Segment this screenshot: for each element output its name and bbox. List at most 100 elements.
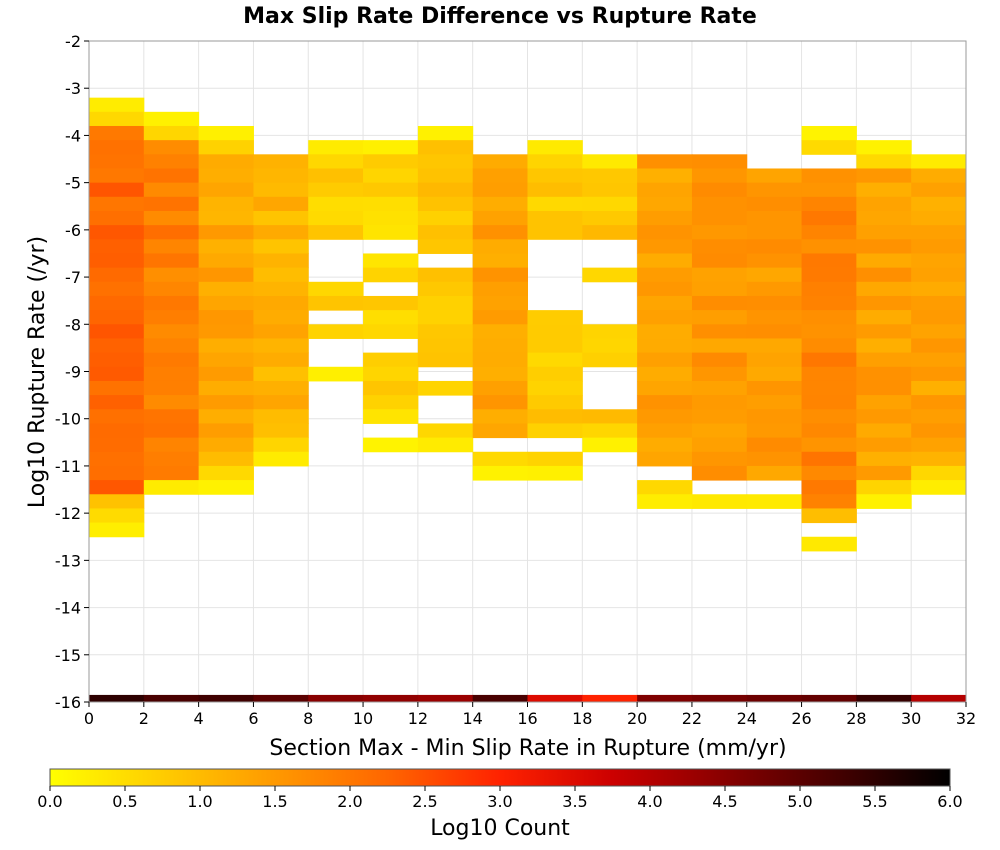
heatmap-cell bbox=[637, 196, 693, 212]
heatmap-cell bbox=[746, 267, 803, 283]
heatmap-cell bbox=[472, 253, 528, 269]
heatmap-cell bbox=[89, 295, 145, 311]
heatmap-cell bbox=[308, 225, 364, 240]
heatmap-cell bbox=[308, 210, 364, 226]
heatmap-cell bbox=[746, 494, 803, 509]
heatmap-cell bbox=[253, 295, 309, 311]
heatmap-cell-bottom bbox=[89, 694, 145, 702]
heatmap-cell bbox=[582, 352, 638, 368]
heatmap-cell bbox=[801, 295, 857, 311]
heatmap-cell bbox=[582, 409, 638, 424]
heatmap-cell bbox=[801, 196, 857, 212]
heatmap-cell bbox=[253, 154, 309, 169]
heatmap-cell bbox=[472, 154, 528, 169]
heatmap-cell bbox=[746, 225, 803, 240]
heatmap-cell-bottom bbox=[363, 694, 419, 702]
heatmap-cell bbox=[253, 239, 309, 254]
heatmap-cell bbox=[582, 338, 638, 354]
x-tick-label: 26 bbox=[791, 709, 811, 728]
heatmap-cell bbox=[472, 196, 528, 212]
heatmap-cell bbox=[253, 182, 309, 198]
heatmap-cell bbox=[363, 210, 419, 226]
heatmap-cell bbox=[911, 380, 967, 396]
heatmap-cell bbox=[911, 366, 967, 382]
heatmap-cell bbox=[691, 225, 748, 240]
heatmap-cell bbox=[472, 239, 528, 254]
heatmap-cell bbox=[527, 225, 583, 240]
heatmap-cell bbox=[582, 267, 638, 283]
y-tick-label: -12 bbox=[55, 504, 81, 523]
heatmap-cell bbox=[801, 423, 857, 439]
heatmap-cell bbox=[143, 281, 200, 297]
heatmap-cell bbox=[582, 154, 638, 169]
heatmap-cell bbox=[472, 182, 528, 198]
x-tick-label: 28 bbox=[846, 709, 866, 728]
heatmap-cell bbox=[198, 125, 254, 141]
heatmap-cell bbox=[143, 182, 200, 198]
heatmap-cell bbox=[801, 324, 857, 339]
x-tick-label: 0 bbox=[84, 709, 94, 728]
heatmap-cell bbox=[911, 310, 967, 325]
heatmap-cell bbox=[637, 281, 693, 297]
heatmap-cell bbox=[143, 267, 200, 283]
heatmap-cell bbox=[472, 267, 528, 283]
heatmap-cell bbox=[911, 423, 967, 439]
heatmap-cell bbox=[527, 196, 583, 212]
heatmap-cell bbox=[856, 423, 912, 439]
colorbar-tick-label: 0.0 bbox=[37, 792, 62, 811]
x-tick-label: 2 bbox=[139, 709, 149, 728]
heatmap-cell bbox=[89, 210, 145, 226]
heatmap-cell bbox=[911, 196, 967, 212]
heatmap-cell bbox=[89, 465, 145, 481]
heatmap-cell bbox=[691, 310, 748, 325]
heatmap-cell bbox=[746, 310, 803, 325]
heatmap-cell bbox=[801, 125, 857, 141]
heatmap-cell bbox=[198, 210, 254, 226]
heatmap-cell bbox=[472, 210, 528, 226]
heatmap-cell bbox=[637, 267, 693, 283]
heatmap-cell bbox=[143, 111, 200, 127]
heatmap-cell bbox=[691, 182, 748, 198]
heatmap-cell bbox=[746, 196, 803, 212]
heatmap-cell bbox=[637, 154, 693, 169]
heatmap-cell bbox=[89, 196, 145, 212]
heatmap-cell-bottom bbox=[637, 694, 693, 702]
heatmap-cell bbox=[363, 395, 419, 410]
heatmap-cell bbox=[582, 437, 638, 453]
heatmap-cell bbox=[801, 536, 857, 552]
heatmap-cell bbox=[746, 182, 803, 198]
heatmap-cell bbox=[253, 380, 309, 396]
heatmap-cell bbox=[89, 253, 145, 269]
heatmap-cell bbox=[198, 182, 254, 198]
heatmap-cell bbox=[417, 338, 474, 354]
heatmap-cell bbox=[143, 140, 200, 155]
heatmap-cell bbox=[89, 451, 145, 467]
heatmap-cell bbox=[198, 140, 254, 155]
heatmap-cell bbox=[363, 140, 419, 155]
heatmap-cell bbox=[89, 140, 145, 155]
heatmap-cell bbox=[363, 380, 419, 396]
heatmap-cell bbox=[417, 423, 474, 439]
heatmap-cell bbox=[691, 465, 748, 481]
x-tick-label: 24 bbox=[737, 709, 757, 728]
heatmap-cell bbox=[746, 451, 803, 467]
heatmap-cell bbox=[417, 196, 474, 212]
heatmap-cell bbox=[691, 409, 748, 424]
heatmap-cell bbox=[911, 281, 967, 297]
heatmap-cell bbox=[89, 125, 145, 141]
heatmap-cell bbox=[198, 352, 254, 368]
heatmap-cell bbox=[527, 210, 583, 226]
heatmap-cell bbox=[746, 423, 803, 439]
heatmap-cell bbox=[363, 352, 419, 368]
heatmap-cell bbox=[801, 338, 857, 354]
heatmap-cell bbox=[143, 154, 200, 169]
heatmap-cell-bottom bbox=[691, 694, 748, 702]
heatmap-cell bbox=[143, 295, 200, 311]
x-tick-label: 30 bbox=[901, 709, 921, 728]
colorbar-tick-label: 1.5 bbox=[262, 792, 287, 811]
heatmap-cell bbox=[911, 338, 967, 354]
heatmap-cell bbox=[417, 182, 474, 198]
heatmap-cell bbox=[911, 225, 967, 240]
heatmap-cell bbox=[746, 380, 803, 396]
heatmap-cell bbox=[856, 239, 912, 254]
